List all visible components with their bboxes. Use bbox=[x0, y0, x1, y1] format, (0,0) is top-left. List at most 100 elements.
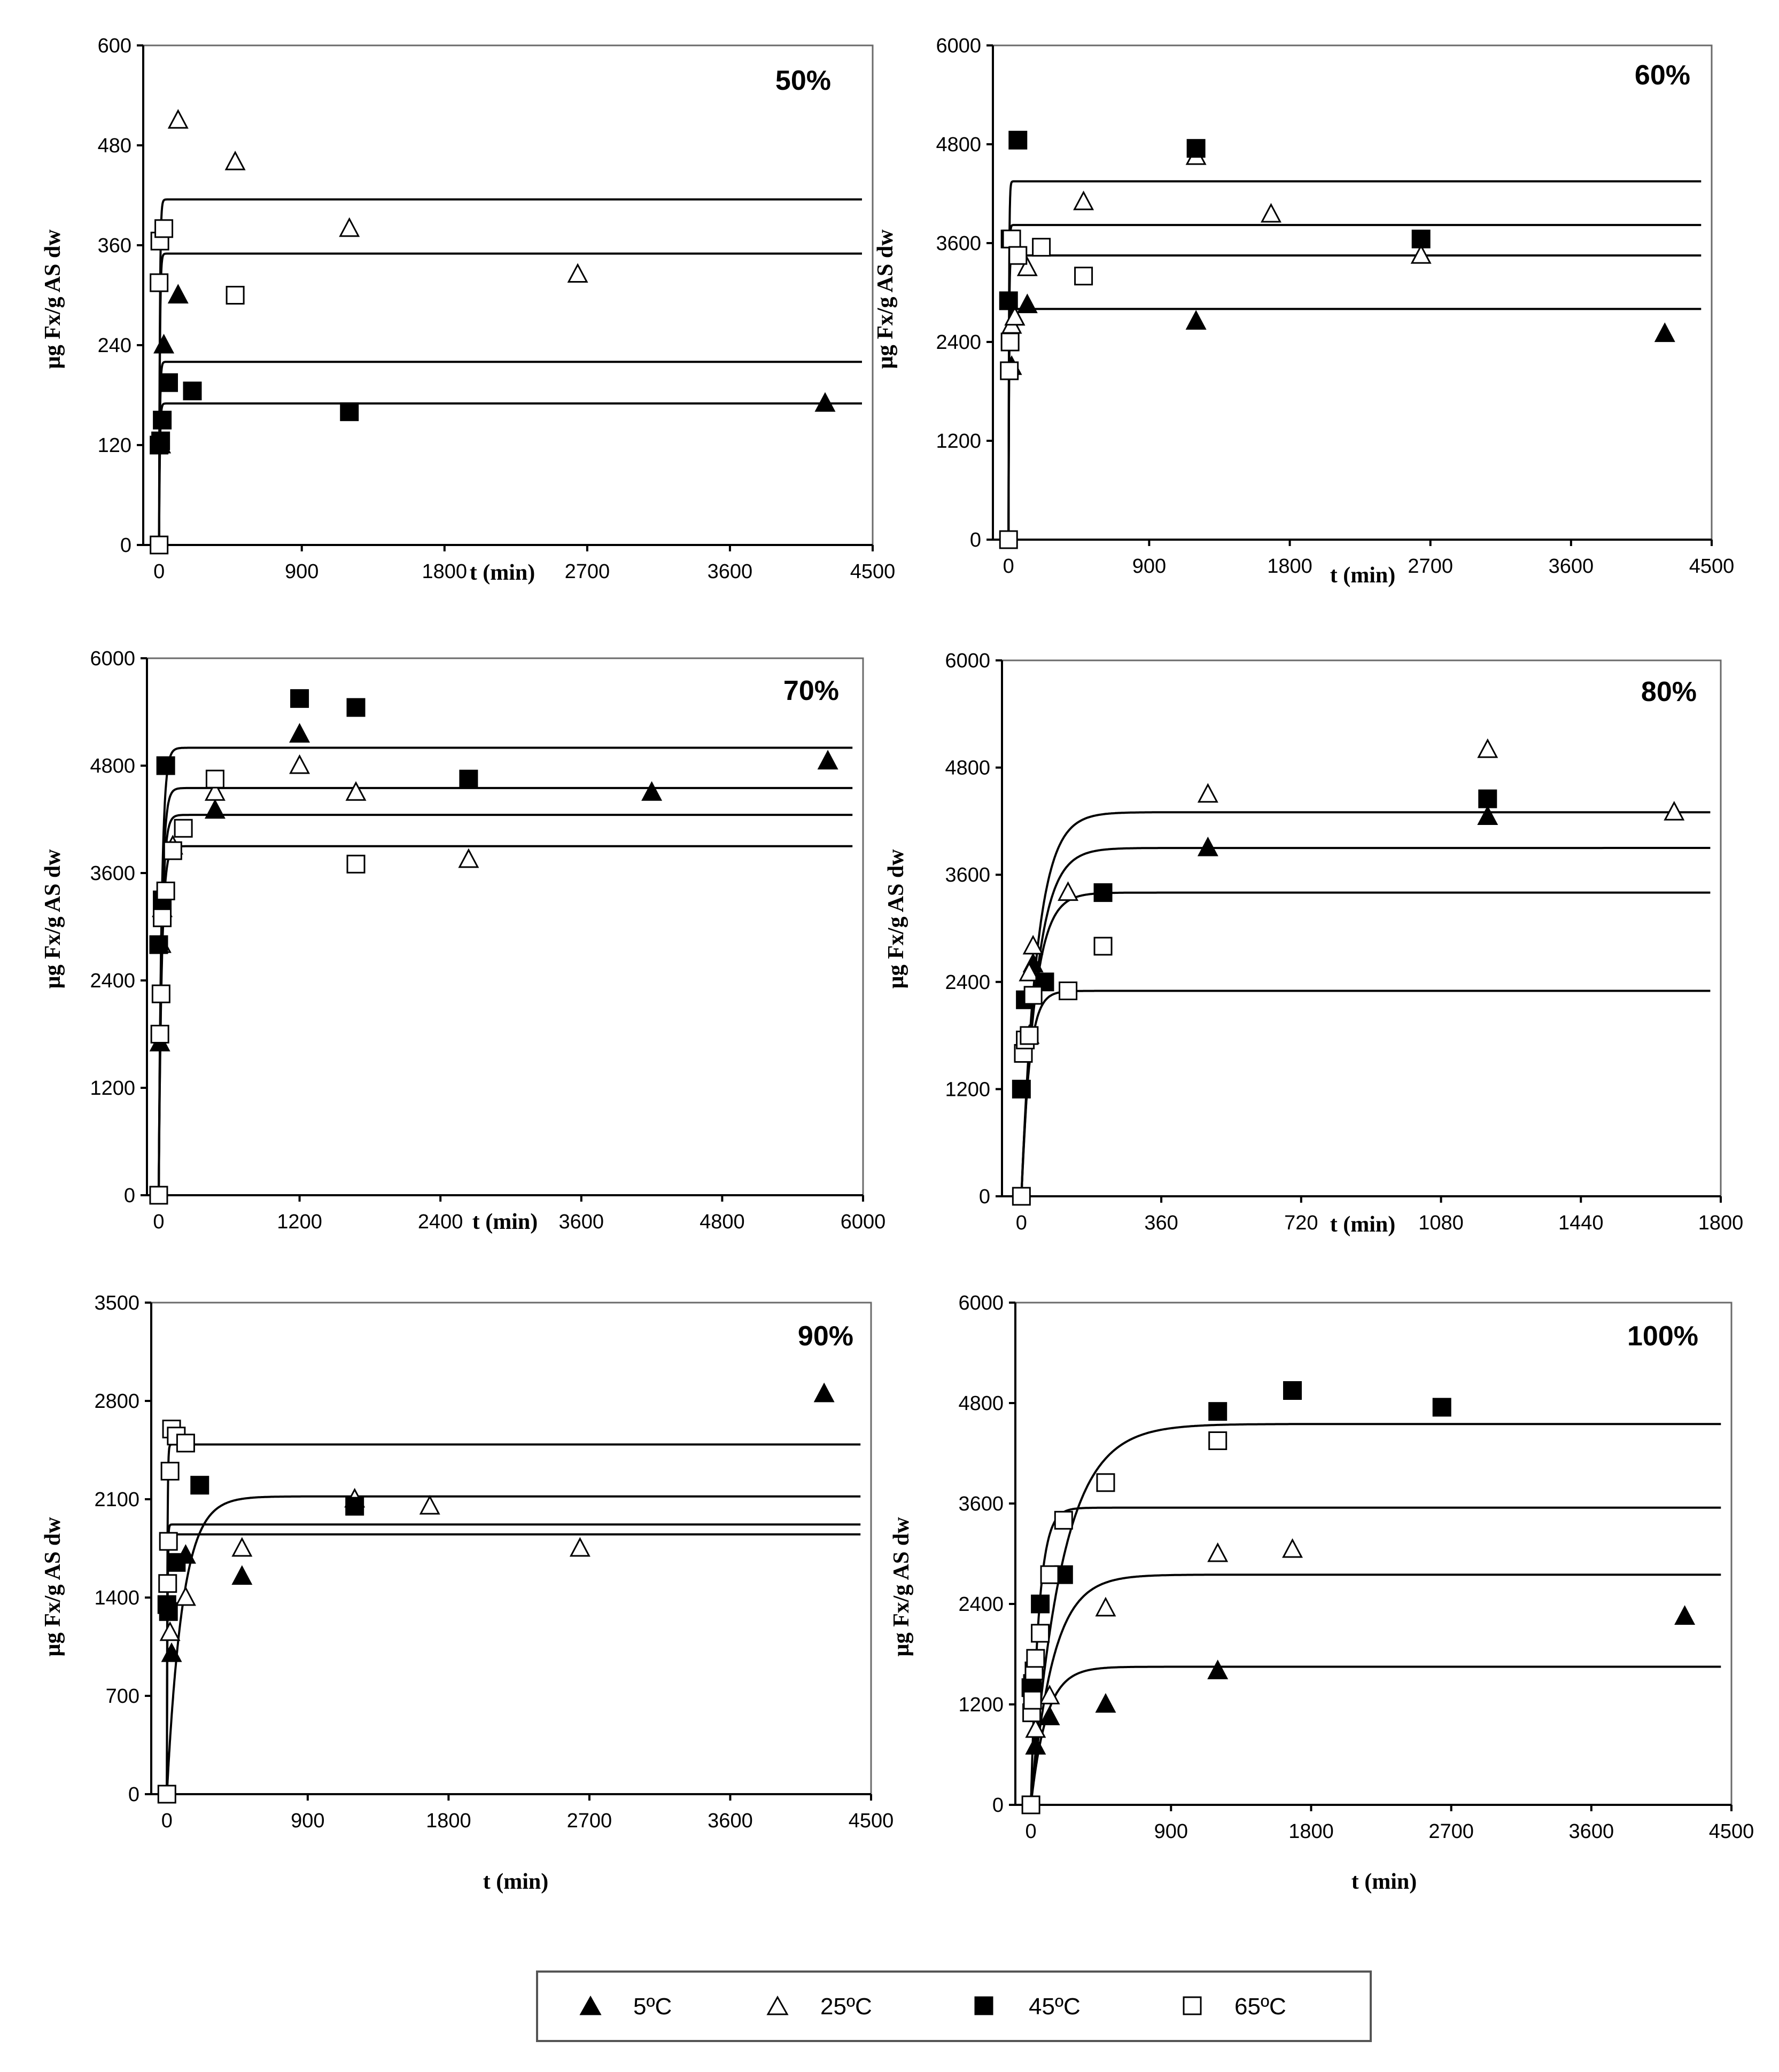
fit-curve bbox=[158, 252, 862, 545]
x-tick-label: 0 bbox=[1026, 1820, 1037, 1843]
data-point-filled-square bbox=[159, 373, 178, 392]
data-point-filled-triangle bbox=[1016, 293, 1038, 314]
data-point-open-square bbox=[1054, 1510, 1073, 1530]
fit-curve bbox=[158, 845, 853, 1195]
open-square-icon bbox=[1183, 1996, 1202, 2015]
y-tick-label: 2800 bbox=[94, 1390, 139, 1413]
x-tick-label: 4800 bbox=[700, 1211, 745, 1233]
plot-frame bbox=[142, 44, 874, 546]
fit-curve bbox=[166, 1495, 861, 1794]
data-point-open-square bbox=[1059, 982, 1078, 1001]
fit-curve bbox=[1007, 224, 1702, 540]
panel-title: 90% bbox=[798, 1321, 853, 1352]
fit-curve bbox=[1030, 1665, 1721, 1805]
data-point-filled-triangle bbox=[289, 723, 310, 743]
y-tick-label: 1200 bbox=[90, 1077, 135, 1100]
data-point-filled-triangle bbox=[1674, 1605, 1696, 1625]
y-tick-label: 240 bbox=[98, 334, 131, 357]
x-tick-label: 1800 bbox=[1698, 1212, 1744, 1234]
y-tick-label: 3600 bbox=[936, 232, 981, 255]
filled-triangle-icon bbox=[579, 1995, 602, 2015]
panel-title: 50% bbox=[775, 65, 831, 96]
data-point-open-square bbox=[1000, 332, 1020, 352]
x-axis-title: t (min) bbox=[1330, 563, 1395, 588]
panel-title: 70% bbox=[783, 675, 839, 706]
data-point-filled-square bbox=[1031, 1594, 1050, 1614]
fit-curve bbox=[1030, 1506, 1721, 1805]
open-triangle-icon bbox=[766, 1995, 789, 2015]
x-tick-label: 2700 bbox=[565, 560, 610, 583]
x-tick-label: 2700 bbox=[1428, 1820, 1474, 1843]
data-point-open-triangle bbox=[567, 263, 588, 283]
data-point-filled-square bbox=[156, 756, 175, 775]
data-point-filled-triangle bbox=[153, 333, 175, 354]
data-point-open-triangle bbox=[1019, 961, 1040, 982]
fit-curve bbox=[1020, 847, 1711, 1196]
data-point-open-square bbox=[158, 1574, 177, 1593]
y-axis-title: µg Fx/g AS dw bbox=[41, 229, 65, 369]
panel-title: 80% bbox=[1641, 676, 1697, 707]
x-tick-label: 1440 bbox=[1558, 1212, 1604, 1234]
data-point-open-square bbox=[150, 535, 169, 555]
data-point-open-triangle bbox=[339, 217, 360, 237]
y-axis-title: µg Fx/g AS dw bbox=[889, 1517, 914, 1657]
data-point-open-square bbox=[1026, 1649, 1045, 1668]
data-point-open-triangle bbox=[1207, 1542, 1229, 1562]
data-point-open-triangle bbox=[167, 109, 189, 129]
data-point-open-square bbox=[153, 908, 172, 928]
data-point-filled-triangle bbox=[641, 781, 663, 801]
data-point-filled-triangle bbox=[231, 1565, 253, 1585]
data-point-filled-square bbox=[190, 1476, 209, 1495]
filled-square-icon bbox=[974, 1996, 993, 2015]
y-tick-label: 0 bbox=[992, 1794, 1004, 1817]
panel-title: 60% bbox=[1635, 60, 1690, 91]
x-tick-label: 900 bbox=[285, 560, 318, 583]
x-tick-label: 6000 bbox=[841, 1211, 886, 1233]
y-tick-label: 4800 bbox=[90, 755, 135, 777]
data-point-open-square bbox=[346, 854, 366, 874]
data-point-filled-triangle bbox=[1039, 1705, 1060, 1725]
data-point-open-square bbox=[176, 1434, 195, 1453]
y-tick-label: 6000 bbox=[958, 1292, 1004, 1314]
legend: 5ºC 25ºC 45ºC 65ºC bbox=[536, 1970, 1372, 2042]
x-axis-title: t (min) bbox=[1330, 1212, 1395, 1237]
data-point-open-square bbox=[1020, 1026, 1039, 1045]
y-tick-label: 600 bbox=[98, 35, 131, 57]
data-point-open-square bbox=[1208, 1431, 1228, 1450]
fit-curve bbox=[1007, 308, 1702, 540]
y-axis-title: µg Fx/g AS dw bbox=[41, 849, 65, 989]
data-point-open-triangle bbox=[1197, 783, 1218, 803]
data-point-open-square bbox=[1023, 986, 1043, 1005]
data-point-filled-triangle bbox=[1095, 1693, 1116, 1713]
y-axis-title: µg Fx/g AS dw bbox=[873, 229, 898, 369]
fit-curve bbox=[166, 1533, 861, 1794]
data-point-open-square bbox=[154, 219, 174, 238]
y-tick-label: 0 bbox=[124, 1185, 135, 1207]
plot-frame bbox=[150, 1302, 872, 1795]
x-tick-label: 1800 bbox=[422, 560, 468, 583]
y-tick-label: 700 bbox=[106, 1685, 139, 1708]
y-tick-label: 0 bbox=[120, 534, 131, 557]
chart-panel-70: 70% t (min) µg Fx/g AS dw 0 1200 2400 3600 4… bbox=[41, 648, 885, 1234]
x-tick-label: 900 bbox=[1132, 555, 1166, 578]
y-tick-label: 0 bbox=[979, 1186, 990, 1208]
legend-item-5c: 5ºC bbox=[579, 1993, 672, 2020]
data-point-open-triangle bbox=[1025, 1718, 1046, 1738]
chart-panel-100: 100% t (min) µg Fx/g AS dw 0 1200 2400 3600… bbox=[889, 1292, 1754, 1894]
legend-item-45c: 45ºC bbox=[974, 1993, 1081, 2020]
y-tick-label: 0 bbox=[128, 1783, 139, 1806]
x-tick-label: 0 bbox=[153, 560, 165, 583]
data-point-open-square bbox=[159, 1532, 178, 1551]
y-tick-label: 1200 bbox=[958, 1694, 1004, 1716]
y-tick-label: 2400 bbox=[936, 331, 981, 354]
data-point-open-square bbox=[157, 1785, 176, 1804]
data-point-open-square bbox=[226, 286, 245, 305]
fit-curve bbox=[1030, 1423, 1721, 1805]
data-point-filled-square bbox=[183, 381, 202, 401]
data-point-open-triangle bbox=[1073, 190, 1094, 211]
data-point-filled-triangle bbox=[167, 284, 189, 303]
y-tick-label: 3600 bbox=[945, 864, 990, 886]
y-tick-label: 6000 bbox=[945, 650, 990, 672]
x-tick-label: 4500 bbox=[1709, 1820, 1754, 1843]
